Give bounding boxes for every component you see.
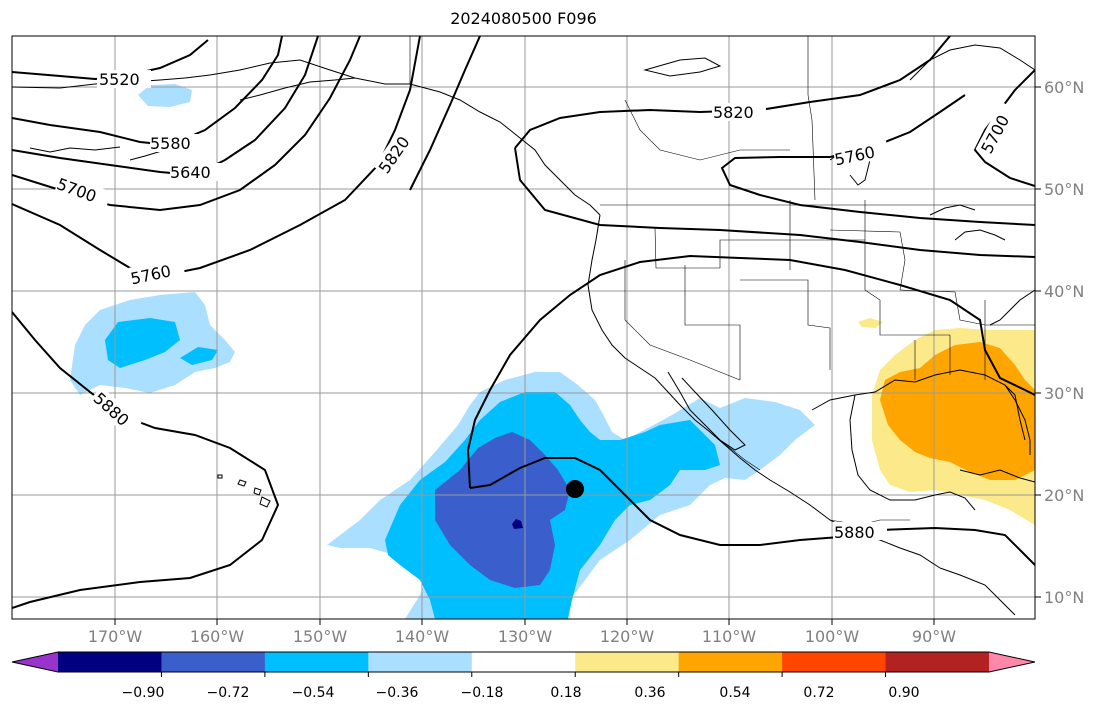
lat-label: 60°N — [1044, 78, 1084, 97]
colorbar-tick-label: −0.72 — [207, 685, 250, 701]
lon-label: 120°W — [600, 627, 655, 646]
lat-label: 10°N — [1044, 588, 1084, 607]
lat-label: 30°N — [1044, 384, 1084, 403]
neg-anomaly-max — [512, 519, 523, 529]
colorbar — [11, 651, 1036, 677]
lon-label: 140°W — [395, 627, 450, 646]
colorbar-tick-label: 0.18 — [550, 685, 581, 701]
contour-5880b — [466, 254, 1035, 489]
lon-label: 90°W — [912, 627, 956, 646]
map-border — [11, 35, 1036, 620]
colorbar-extend-max — [989, 652, 1035, 672]
label-5880b: 5880 — [834, 523, 875, 542]
colorbar-segment — [885, 652, 990, 672]
lon-label: 150°W — [293, 627, 348, 646]
contour-5760a — [12, 36, 421, 277]
label-5640: 5640 — [170, 163, 211, 182]
neg-anomaly-nw-mid — [105, 318, 180, 368]
colorbar-tick-label: 0.54 — [719, 685, 750, 701]
contour-5760b — [720, 94, 1035, 226]
contour-5880c — [469, 457, 1035, 566]
lon-label: 110°W — [702, 627, 757, 646]
map-title: 2024080500 F096 — [450, 9, 597, 28]
lon-label: 170°W — [88, 627, 143, 646]
contour-5700b — [973, 69, 1035, 187]
lon-label: 100°W — [805, 627, 860, 646]
colorbar-segment — [471, 652, 576, 672]
neg-anomaly-nw-mid2 — [180, 347, 218, 365]
label-5580: 5580 — [150, 134, 191, 153]
colorbar-segment — [264, 652, 369, 672]
lat-label: 40°N — [1044, 282, 1084, 301]
lat-label: 20°N — [1044, 486, 1084, 505]
contour-5820a — [409, 36, 481, 191]
pos-anomaly-small — [858, 318, 883, 328]
colorbar-tick-label: −0.18 — [461, 685, 504, 701]
storm-center-marker — [566, 480, 584, 498]
label-5520: 5520 — [99, 70, 140, 89]
colorbar-segment — [58, 652, 162, 672]
colorbar-tick-label: −0.90 — [122, 685, 165, 701]
colorbar-tick-label: 0.90 — [888, 685, 919, 701]
colorbar-tick-label: 0.36 — [634, 685, 665, 701]
colorbar-outline — [11, 651, 1036, 673]
graticule — [12, 36, 1035, 619]
colorbar-segment — [782, 652, 887, 672]
colorbar-tick-label: 0.72 — [803, 685, 834, 701]
colorbar-segment — [678, 652, 783, 672]
colorbar-extend-min — [12, 652, 58, 672]
colorbar-segment — [368, 652, 473, 672]
axis-ticks — [114, 86, 1041, 625]
lon-label: 160°W — [190, 627, 245, 646]
contour-5820c — [514, 147, 1035, 258]
colorbar-tick-label: −0.54 — [292, 685, 335, 701]
colorbar-labels: −0.90 −0.72 −0.54 −0.36 −0.18 0.18 0.36 … — [122, 685, 920, 701]
lon-label: 130°W — [498, 627, 553, 646]
contour-5880a — [12, 311, 280, 609]
longitude-labels: 170°W 160°W 150°W 140°W 130°W 120°W 110°… — [88, 627, 956, 646]
colorbar-segment — [161, 652, 266, 672]
lat-label: 50°N — [1044, 180, 1084, 199]
colorbar-tick-label: −0.36 — [376, 685, 419, 701]
label-5820b: 5820 — [713, 103, 754, 122]
colorbar-segment — [575, 652, 680, 672]
pos-anomaly-mid — [880, 342, 1035, 480]
neg-anomaly-alaska — [138, 84, 192, 107]
latitude-labels: 60°N 50°N 40°N 30°N 20°N 10°N — [1044, 78, 1084, 607]
